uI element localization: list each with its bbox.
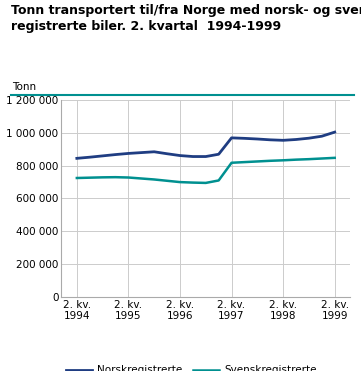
Legend: Norskregistrerte, Svenskregistrerte: Norskregistrerte, Svenskregistrerte	[62, 361, 321, 371]
Text: Tonn transportert til/fra Norge med norsk- og svensk-
registrerte biler. 2. kvar: Tonn transportert til/fra Norge med nors…	[11, 4, 361, 33]
Text: Tonn: Tonn	[12, 82, 36, 92]
